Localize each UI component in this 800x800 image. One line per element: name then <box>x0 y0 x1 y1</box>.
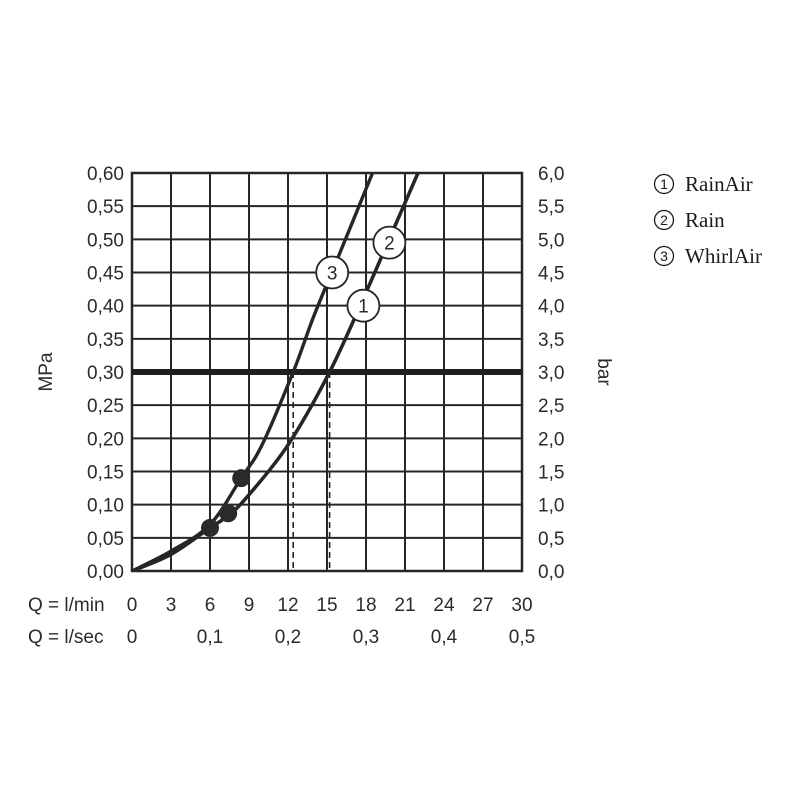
x2-tick-label: 0,1 <box>197 627 223 648</box>
y-tick-label: 0,60 <box>87 164 124 185</box>
y2-tick-label: 0,0 <box>538 562 564 583</box>
series-marker-2: 2 <box>372 225 407 260</box>
y2-tick-label: 0,5 <box>538 529 564 550</box>
data-point <box>219 504 238 523</box>
legend-number: 3 <box>660 248 668 264</box>
series-marker-circle <box>372 225 407 260</box>
legend-item: 2 Rain <box>653 208 725 232</box>
x2-axis-title: Q = l/sec <box>28 627 104 648</box>
data-point <box>201 518 219 537</box>
y-tick-label: 0,05 <box>87 529 124 550</box>
series-marker-1: 1 <box>346 288 381 323</box>
y-tick-label: 0,20 <box>87 429 124 450</box>
y2-tick-label: 2,0 <box>538 429 564 450</box>
y-tick-label: 0,30 <box>87 363 124 384</box>
x-axis-title: Q = l/min <box>28 595 105 616</box>
legend-number: 2 <box>660 212 668 228</box>
data-point <box>232 469 251 488</box>
legend-label: Rain <box>685 208 725 232</box>
series-markers: 1 2 3 <box>315 225 407 323</box>
legend-number-circle <box>653 209 675 231</box>
y-tick-label: 0,25 <box>87 396 124 417</box>
x-tick-label: 18 <box>355 595 376 616</box>
y-tick-labels: 0,00 0,05 0,10 0,15 0,20 0,25 0,30 0,35 0,40 0,45… <box>87 164 124 583</box>
legend-number-circle <box>653 173 675 195</box>
x-tick-label: 9 <box>244 595 255 616</box>
y-tick-label: 0,45 <box>87 264 124 285</box>
y2-tick-label: 1,0 <box>538 496 564 517</box>
y2-tick-label: 4,0 <box>538 297 564 318</box>
y2-tick-label: 6,0 <box>538 164 564 185</box>
y2-tick-label: 3,5 <box>538 330 564 351</box>
x-tick-label: 30 <box>511 595 532 616</box>
y2-tick-labels: 0,0 0,5 1,0 1,5 2,0 2,5 3,0 3,5 4,0 4,5 5,0 5,5 6,0 <box>538 164 564 583</box>
y2-tick-label: 5,5 <box>538 197 564 218</box>
series-marker-label: 2 <box>384 234 395 255</box>
y-tick-label: 0,15 <box>87 463 124 484</box>
y-axis-title: MPa <box>36 352 57 392</box>
y2-tick-label: 5,0 <box>538 230 564 251</box>
x-tick-label: 21 <box>394 595 415 616</box>
legend-number-circle <box>653 245 675 267</box>
x-tick-labels: 0 3 6 9 12 15 18 21 24 27 30 <box>127 595 533 616</box>
y2-tick-label: 2,5 <box>538 396 564 417</box>
y-tick-label: 0,40 <box>87 297 124 318</box>
y2-tick-label: 4,5 <box>538 264 564 285</box>
x-tick-label: 15 <box>316 595 337 616</box>
legend: 1 RainAir 2 Rain 3 WhirlAir <box>653 172 762 268</box>
series-marker-label: 3 <box>327 264 338 285</box>
x2-tick-label: 0,4 <box>431 627 458 648</box>
x2-tick-label: 0,2 <box>275 627 301 648</box>
y-tick-label: 0,55 <box>87 197 124 218</box>
y2-axis-title: bar <box>593 358 614 386</box>
y-tick-label: 0,00 <box>87 562 124 583</box>
legend-label: RainAir <box>685 172 753 196</box>
series-marker-label: 1 <box>358 297 369 318</box>
x2-tick-label: 0 <box>127 627 138 648</box>
x-tick-label: 6 <box>205 595 216 616</box>
data-points <box>201 469 251 537</box>
x-tick-label: 27 <box>472 595 493 616</box>
x-tick-label: 3 <box>166 595 177 616</box>
y2-tick-label: 3,0 <box>538 363 564 384</box>
y-tick-label: 0,50 <box>87 230 124 251</box>
x2-tick-label: 0,5 <box>509 627 535 648</box>
x-tick-label: 12 <box>277 595 298 616</box>
y2-tick-label: 1,5 <box>538 463 564 484</box>
series-marker-circle <box>346 288 381 323</box>
x2-tick-labels: 0 0,1 0,2 0,3 0,4 0,5 <box>127 627 536 648</box>
y-tick-label: 0,35 <box>87 330 124 351</box>
dashed-drop-lines <box>292 372 331 571</box>
x-tick-label: 24 <box>433 595 455 616</box>
y-tick-label: 0,10 <box>87 496 124 517</box>
legend-label: WhirlAir <box>685 244 762 268</box>
series-marker-circle <box>315 255 350 290</box>
x-tick-label: 0 <box>127 595 138 616</box>
legend-item: 3 WhirlAir <box>653 244 762 268</box>
series-marker-3: 3 <box>315 255 350 290</box>
legend-item: 1 RainAir <box>653 172 753 196</box>
x2-tick-label: 0,3 <box>353 627 379 648</box>
legend-number: 1 <box>660 176 668 192</box>
